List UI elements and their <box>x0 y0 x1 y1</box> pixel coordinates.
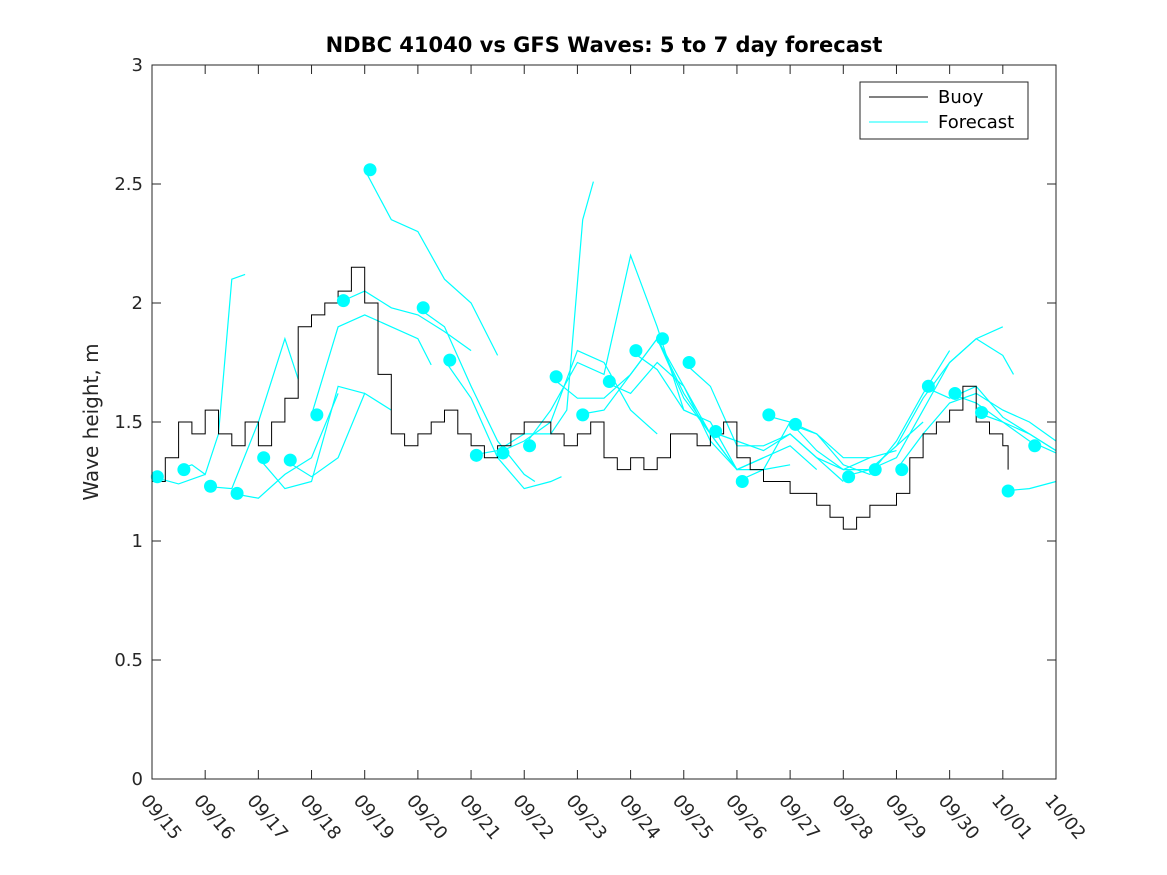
axis-ticks <box>151 64 1057 780</box>
forecast-marker <box>788 417 802 431</box>
y-axis-label: Wave height, m <box>79 343 103 500</box>
y-tick-label: 0.5 <box>114 650 143 671</box>
forecast-marker <box>576 408 590 422</box>
forecast-marker <box>868 463 882 477</box>
forecast-marker <box>842 470 856 484</box>
y-tick-label: 3 <box>132 55 143 76</box>
forecast-line <box>231 393 339 499</box>
y-tick-label: 2.5 <box>114 174 143 195</box>
forecast-line <box>284 392 392 478</box>
forecast-marker <box>948 386 962 400</box>
forecast-marker <box>1028 439 1042 453</box>
forecast-marker <box>416 301 430 315</box>
forecast-markers <box>150 163 1042 500</box>
forecast-line <box>975 411 1057 452</box>
legend-box <box>859 81 1029 140</box>
forecast-marker <box>735 475 749 488</box>
forecast-marker <box>336 294 350 308</box>
forecast-marker <box>150 470 164 484</box>
forecast-marker <box>655 332 669 346</box>
forecast-marker <box>975 405 989 419</box>
forecast-marker <box>283 453 297 467</box>
series-group <box>151 169 1057 530</box>
forecast-marker <box>203 479 217 493</box>
forecast-line <box>789 350 951 476</box>
forecast-line <box>178 273 246 476</box>
forecast-marker <box>895 463 909 477</box>
forecast-line <box>417 307 536 482</box>
forecast-line <box>444 359 562 490</box>
forecast-line <box>337 290 472 352</box>
legend-forecast-label: Forecast <box>938 112 1014 133</box>
forecast-line <box>869 337 1015 471</box>
forecast-marker <box>310 408 324 422</box>
legend: Buoy Forecast <box>859 81 1029 140</box>
forecast-marker <box>230 486 244 500</box>
forecast-marker <box>602 375 616 389</box>
forecast-line <box>257 385 365 490</box>
forecast-marker <box>921 379 935 393</box>
y-tick-label: 0 <box>132 769 143 790</box>
legend-buoy-label: Buoy <box>938 87 984 108</box>
forecast-marker <box>177 463 191 477</box>
forecast-marker <box>496 446 510 460</box>
y-tick-label: 2 <box>132 293 143 314</box>
forecast-marker <box>709 425 723 439</box>
forecast-marker <box>257 451 271 465</box>
forecast-marker <box>549 370 563 384</box>
forecast-line <box>364 169 499 356</box>
y-tick-label: 1 <box>132 531 143 552</box>
forecast-marker <box>629 344 643 358</box>
forecast-marker <box>523 439 537 453</box>
y-tick-label: 1.5 <box>114 412 143 433</box>
forecast-marker <box>443 353 457 367</box>
chart-title: NDBC 41040 vs GFS Waves: 5 to 7 day fore… <box>326 33 883 57</box>
forecast-marker <box>682 356 696 369</box>
forecast-line <box>656 338 818 471</box>
forecast-marker <box>1001 484 1015 498</box>
forecast-marker <box>762 408 776 422</box>
plot-frame <box>151 64 1057 780</box>
forecast-line <box>523 253 685 447</box>
forecast-marker <box>363 163 377 177</box>
forecast-marker <box>469 448 483 462</box>
forecast-line <box>497 349 658 454</box>
buoy-line <box>152 266 1009 530</box>
